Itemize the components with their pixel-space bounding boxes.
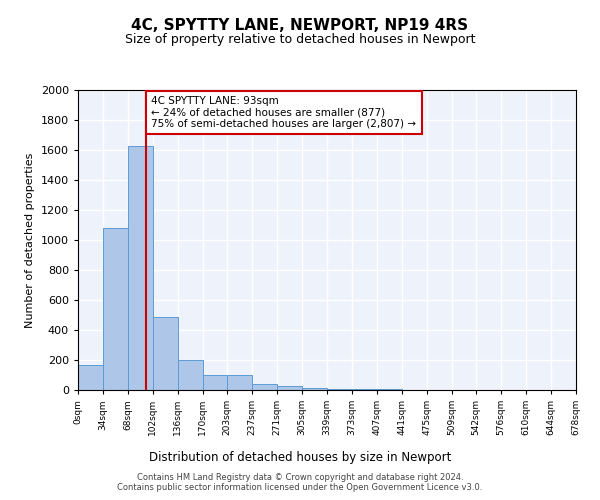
- Bar: [302, 388, 327, 390]
- Bar: [352, 388, 377, 390]
- Text: 4C, SPYTTY LANE, NEWPORT, NP19 4RS: 4C, SPYTTY LANE, NEWPORT, NP19 4RS: [131, 18, 469, 32]
- Bar: [327, 388, 352, 390]
- Bar: [78, 365, 103, 390]
- Bar: [203, 375, 227, 390]
- Bar: [252, 384, 277, 390]
- Bar: [178, 360, 203, 390]
- Text: Size of property relative to detached houses in Newport: Size of property relative to detached ho…: [125, 32, 475, 46]
- Bar: [277, 386, 302, 390]
- Text: Distribution of detached houses by size in Newport: Distribution of detached houses by size …: [149, 451, 451, 464]
- Text: 4C SPYTTY LANE: 93sqm
← 24% of detached houses are smaller (877)
75% of semi-det: 4C SPYTTY LANE: 93sqm ← 24% of detached …: [151, 96, 416, 129]
- Text: Contains HM Land Registry data © Crown copyright and database right 2024.
Contai: Contains HM Land Registry data © Crown c…: [118, 473, 482, 492]
- Bar: [128, 146, 153, 390]
- Bar: [227, 375, 252, 390]
- Bar: [153, 316, 178, 390]
- Bar: [103, 228, 128, 390]
- Bar: [377, 388, 402, 390]
- Y-axis label: Number of detached properties: Number of detached properties: [25, 152, 35, 328]
